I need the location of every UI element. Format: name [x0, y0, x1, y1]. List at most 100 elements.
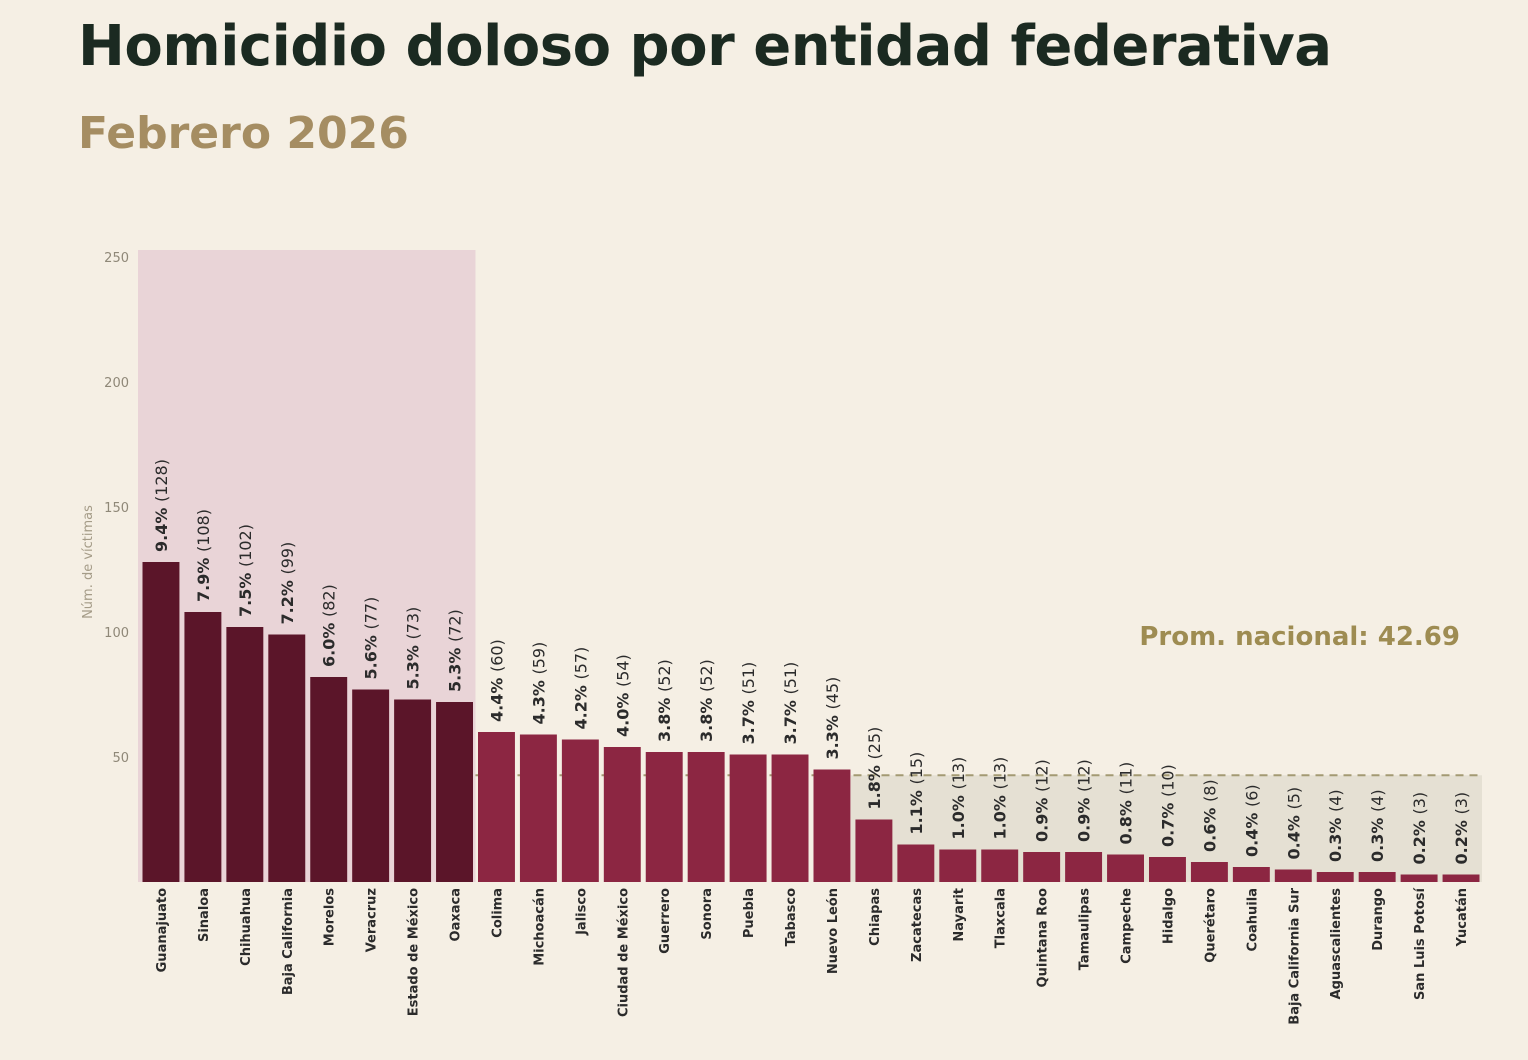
category-label: Hidalgo — [1161, 888, 1176, 944]
bar — [1358, 872, 1396, 882]
data-label: 4.3% (59) — [529, 642, 548, 725]
data-label: 4.0% (54) — [613, 654, 632, 737]
category-label: Michoacán — [532, 888, 547, 966]
data-label: 5.3% (72) — [446, 609, 465, 692]
y-tick-label: 200 — [104, 376, 129, 391]
data-label: 0.7% (10) — [1158, 764, 1177, 847]
y-tick-label: 50 — [112, 751, 129, 766]
data-label: 0.6% (8) — [1200, 779, 1219, 852]
data-label: 0.4% (6) — [1242, 784, 1261, 857]
bar — [897, 844, 935, 882]
data-label: 0.2% (3) — [1452, 792, 1471, 865]
bar — [394, 699, 432, 882]
category-label: Zacatecas — [910, 888, 925, 962]
bar — [1274, 869, 1312, 882]
bar — [1316, 872, 1354, 882]
data-label: 1.0% (13) — [949, 757, 968, 840]
data-label: 3.7% (51) — [781, 662, 800, 745]
bar — [268, 634, 306, 882]
category-label: Jalisco — [574, 888, 589, 936]
category-label: San Luis Potosí — [1413, 886, 1428, 1000]
bar — [1232, 867, 1270, 882]
bar — [226, 627, 264, 882]
category-label: Guerrero — [658, 888, 673, 954]
bar — [1190, 862, 1228, 882]
data-label: 5.3% (73) — [404, 607, 423, 690]
data-label: 0.3% (4) — [1326, 789, 1345, 862]
category-label: Querétaro — [1203, 888, 1218, 963]
y-axis-label: Núm. de víctimas — [81, 505, 96, 619]
data-label: 9.4% (128) — [152, 459, 171, 552]
category-label: Baja California Sur — [1287, 887, 1302, 1024]
chart-subtitle: Febrero 2026 — [78, 108, 409, 159]
data-label: 4.4% (60) — [487, 639, 506, 722]
y-tick-label: 150 — [104, 501, 129, 516]
category-label: Tamaulipas — [1078, 888, 1093, 971]
data-label: 3.8% (52) — [697, 659, 716, 742]
bar — [1400, 874, 1438, 882]
bar — [1065, 852, 1103, 882]
bar — [142, 562, 180, 882]
category-label: Yucatán — [1455, 888, 1470, 947]
bar — [855, 819, 893, 882]
bar — [981, 849, 1019, 882]
category-label: Chihuahua — [239, 888, 254, 966]
bar — [478, 732, 515, 882]
category-label: Colima — [490, 888, 505, 938]
category-label: Aguascalientes — [1329, 888, 1344, 1000]
bar — [1442, 874, 1480, 882]
bar — [1149, 857, 1186, 882]
category-label: Baja California — [281, 888, 296, 995]
data-label: 3.7% (51) — [739, 662, 758, 745]
bar — [519, 734, 557, 882]
data-label: 0.4% (5) — [1284, 787, 1303, 860]
category-label: Tabasco — [784, 888, 799, 946]
data-label: 7.5% (102) — [236, 524, 255, 617]
category-label: Morelos — [323, 888, 338, 946]
category-label: Veracruz — [365, 888, 380, 952]
data-label: 7.9% (108) — [194, 509, 213, 602]
bar — [771, 754, 809, 882]
data-label: 0.3% (4) — [1368, 789, 1387, 862]
data-label: 1.8% (25) — [865, 727, 884, 810]
category-label: Estado de México — [407, 888, 422, 1016]
category-label: Coahuila — [1245, 888, 1260, 951]
data-label: 0.9% (12) — [1075, 759, 1094, 842]
category-label: Quintana Roo — [1036, 888, 1051, 987]
data-label: 0.9% (12) — [1033, 759, 1052, 842]
category-label: Chiapas — [868, 888, 883, 946]
bar — [603, 747, 641, 882]
data-label: 5.6% (77) — [362, 597, 381, 680]
category-label: Tlaxcala — [994, 888, 1009, 948]
data-label: 3.3% (45) — [823, 677, 842, 760]
category-label: Sonora — [700, 888, 715, 940]
bar — [561, 739, 599, 882]
bar — [310, 677, 348, 882]
chart-title: Homicidio doloso por entidad federativa — [78, 14, 1332, 79]
category-label: Sinaloa — [197, 888, 212, 942]
category-label: Campeche — [1120, 888, 1135, 964]
y-tick-label: 250 — [104, 251, 129, 266]
bar — [1107, 854, 1144, 882]
data-label: 6.0% (82) — [320, 584, 339, 667]
category-label: Guanajuato — [155, 888, 170, 972]
category-label: Puebla — [742, 888, 757, 938]
category-label: Durango — [1371, 888, 1386, 951]
bar — [1023, 852, 1061, 882]
data-label: 0.8% (11) — [1117, 762, 1136, 845]
category-label: Oaxaca — [449, 888, 464, 941]
bar — [813, 769, 851, 882]
data-label: 7.2% (99) — [278, 542, 297, 625]
bar — [729, 754, 767, 882]
data-label: 0.2% (3) — [1410, 792, 1429, 865]
data-label: 1.1% (15) — [907, 752, 926, 835]
bar — [687, 752, 725, 882]
category-label: Nayarit — [952, 888, 967, 942]
bar — [352, 689, 390, 882]
average-label: Prom. nacional: 42.69 — [1139, 622, 1460, 652]
bar — [184, 612, 222, 882]
bar — [645, 752, 683, 882]
bar — [436, 702, 473, 882]
bar — [939, 849, 977, 882]
